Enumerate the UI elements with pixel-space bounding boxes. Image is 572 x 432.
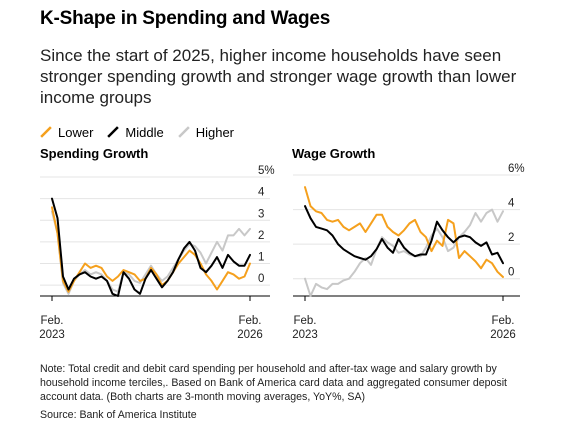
spending-y-tick-label: 2 bbox=[258, 230, 264, 242]
spending-y-tick-label: 3 bbox=[258, 208, 264, 220]
wage-chart-title: Wage Growth bbox=[292, 146, 376, 161]
spending-y-tick-label: 1 bbox=[258, 252, 264, 264]
wage-y-tick-label: 4 bbox=[508, 198, 515, 210]
wage-x-tick-label: 2026 bbox=[490, 329, 516, 341]
legend: Lower Middle Higher bbox=[40, 123, 248, 141]
source-note: Source: Bank of America Institute bbox=[40, 409, 197, 421]
spending-chart-title: Spending Growth bbox=[40, 146, 149, 161]
legend-line-icon bbox=[177, 126, 190, 138]
legend-item-middle: Middle bbox=[107, 124, 164, 140]
spending-x-tick-label: 2023 bbox=[39, 329, 65, 341]
legend-label-lower: Lower bbox=[58, 124, 94, 140]
wage-series-higher-line bbox=[304, 208, 504, 297]
legend-label-middle: Middle bbox=[125, 124, 164, 140]
wage-x-tick-label: Feb. bbox=[293, 315, 316, 327]
wage-y-tick-label: 6% bbox=[508, 163, 525, 175]
wage-series-lower-line bbox=[304, 186, 504, 278]
wage-x-tick-label: Feb. bbox=[491, 315, 514, 327]
spending-y-tick-label: 4 bbox=[258, 187, 265, 199]
chart-subtitle: Since the start of 2025, higher income h… bbox=[40, 46, 517, 107]
legend-item-lower: Lower bbox=[40, 125, 93, 140]
chart-title: K-Shape in Spending and Wages bbox=[40, 8, 331, 29]
spending-series-higher-line bbox=[51, 210, 251, 295]
spending-series-lower-line bbox=[51, 206, 251, 293]
legend-line-icon bbox=[107, 126, 120, 138]
legend-line-icon bbox=[40, 126, 52, 138]
legend-item-higher: Higher bbox=[177, 124, 235, 140]
spending-series-middle-line bbox=[51, 197, 251, 297]
wage-x-tick-label: 2023 bbox=[292, 329, 318, 341]
spending-y-tick-label: 5% bbox=[258, 165, 275, 177]
spending-x-tick-label: 2026 bbox=[237, 329, 263, 341]
footnote: Note: Total credit and debit card spendi… bbox=[40, 363, 507, 403]
spending-x-tick-label: Feb. bbox=[238, 315, 261, 327]
spending-x-tick-label: Feb. bbox=[40, 315, 63, 327]
wage-series-middle-line bbox=[304, 205, 504, 265]
legend-label-higher: Higher bbox=[195, 124, 235, 140]
spending-y-tick-label: 0 bbox=[258, 273, 264, 285]
wage-y-tick-label: 0 bbox=[508, 267, 514, 279]
wage-y-tick-label: 2 bbox=[508, 232, 514, 244]
charts-canvas: 0 1 2 3 4 5% Feb. 2023 Feb. 2026 0 2 4 6% Feb. 2023 Feb.… bbox=[39, 163, 525, 341]
